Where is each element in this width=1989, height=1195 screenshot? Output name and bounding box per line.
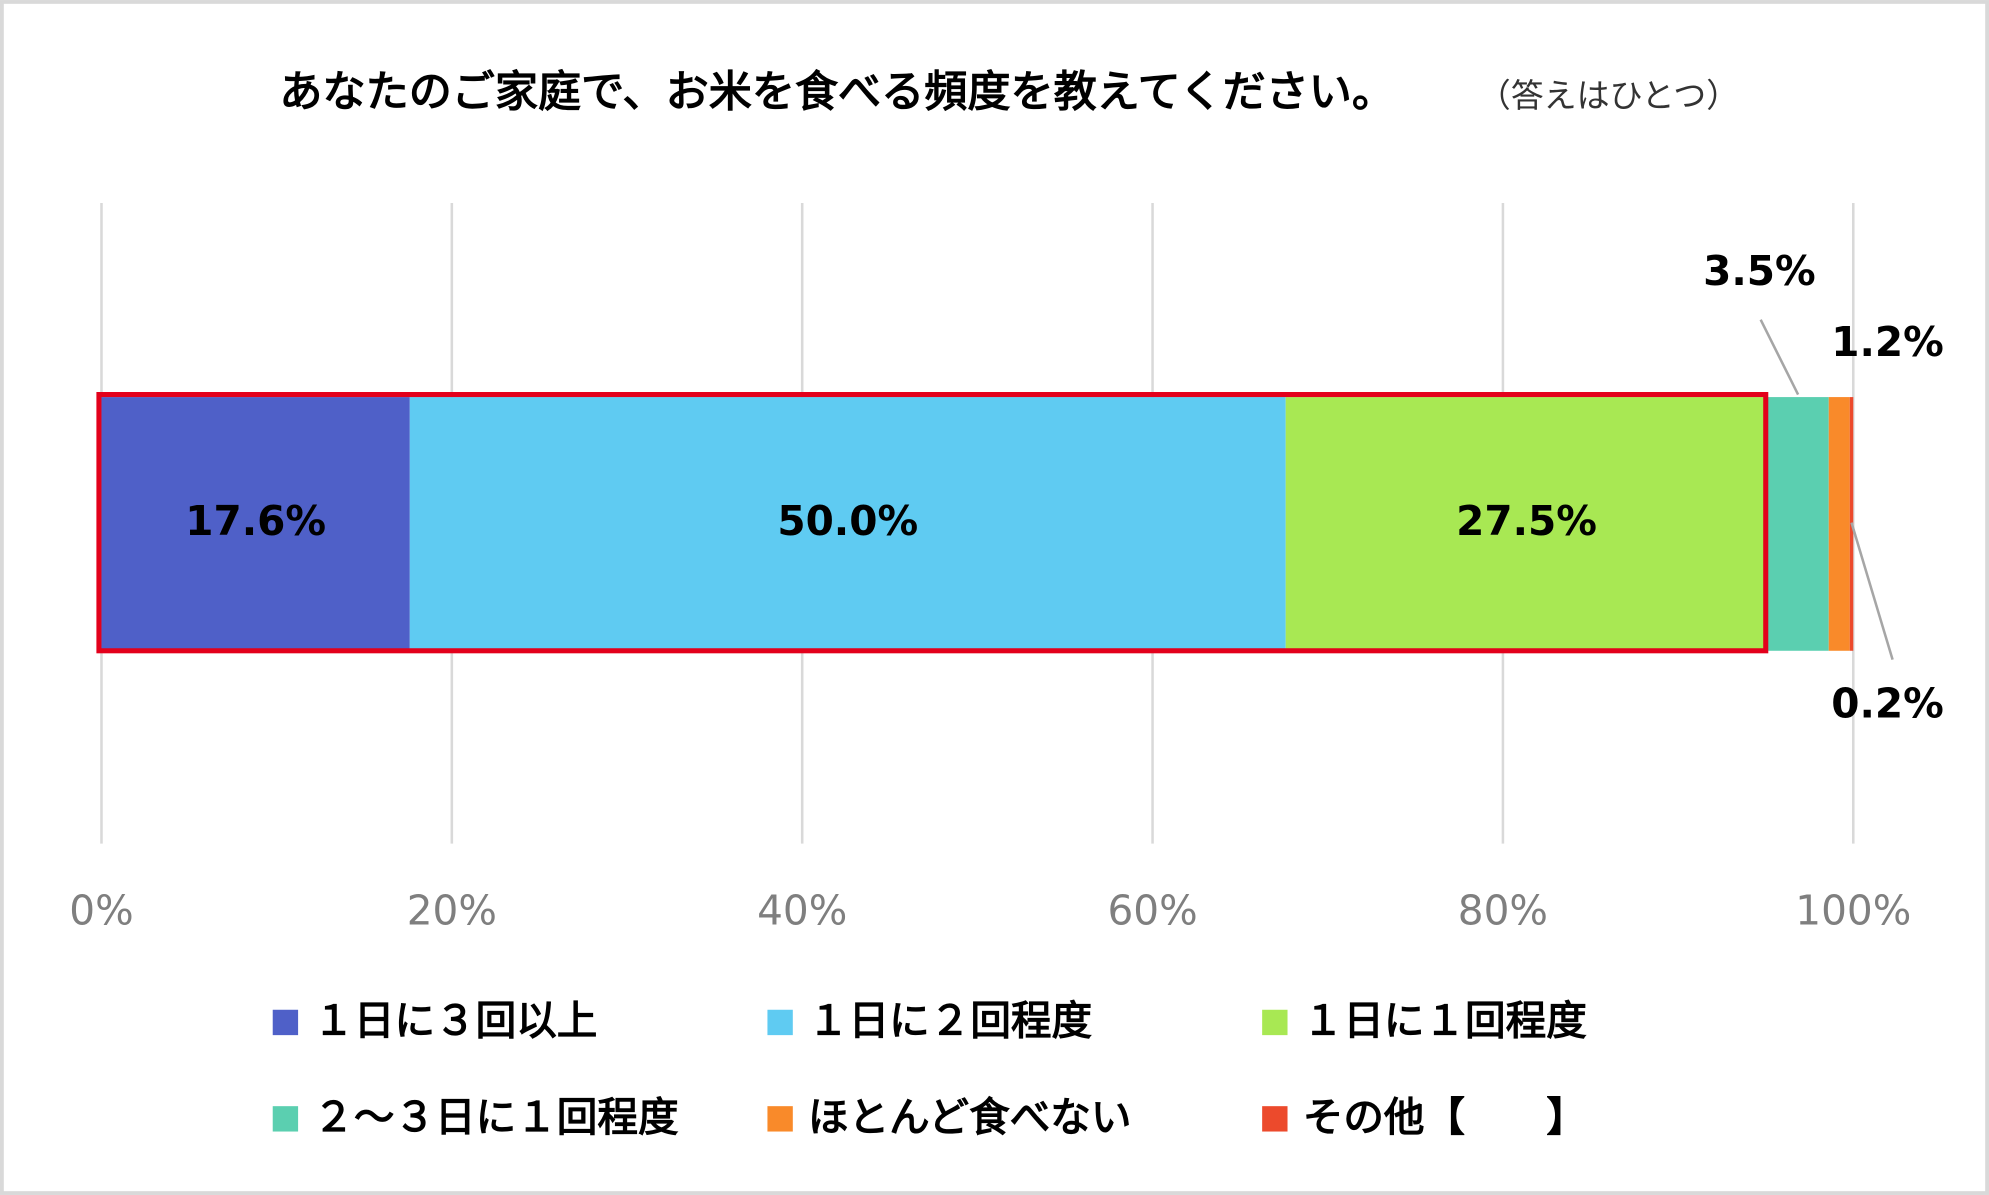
leader-line (1850, 522, 1894, 661)
bar-segment (409, 397, 1286, 651)
data-label: 27.5% (1456, 497, 1597, 545)
leader-line (1759, 319, 1800, 396)
legend-swatch (767, 1106, 793, 1132)
data-label: 17.6% (185, 497, 326, 545)
legend: １日に３回以上 １日に２回程度 １日に１回程度 ２～３日に１回程度 ほとんど食べない その… (272, 997, 1587, 1141)
data-label: 50.0% (777, 497, 918, 545)
legend-label: その他【 】 (1303, 1093, 1587, 1141)
x-tick-label: 100% (1795, 886, 1911, 934)
legend-label: １日に２回程度 (808, 997, 1092, 1045)
x-tick-label: 20% (407, 886, 497, 934)
bar-segment (1828, 397, 1850, 651)
chart-subtitle: （答えはひとつ） (1478, 76, 1739, 115)
bar-segment (101, 397, 410, 651)
data-label: 3.5% (1703, 247, 1816, 295)
bar-segment (1767, 397, 1829, 651)
legend-label: １日に１回程度 (1303, 997, 1587, 1045)
legend-label: ２～３日に１回程度 (313, 1093, 679, 1141)
x-tick-label: 60% (1107, 886, 1197, 934)
legend-swatch (767, 1009, 793, 1036)
legend-swatch (1262, 1009, 1288, 1036)
x-tick-label: 40% (757, 886, 847, 934)
legend-label: ほとんど食べない (808, 1093, 1131, 1141)
labels: 17.6% 50.0% 27.5% 3.5% 1.2% 0.2% (185, 247, 1944, 728)
x-tick-label: 0% (69, 886, 133, 934)
chart-title: あなたのご家庭で、お米を食べる頻度を教えてください。 (279, 68, 1395, 118)
bar-segment (1285, 397, 1768, 651)
grid: 0% 20% 40% 60% 80% 100% (69, 202, 1911, 934)
legend-swatch (272, 1106, 299, 1132)
highlight-box (96, 392, 1769, 654)
bars (101, 397, 1854, 651)
legend-label: １日に３回以上 (313, 997, 597, 1045)
legend-swatch (272, 1009, 299, 1036)
x-tick-label: 80% (1458, 886, 1548, 934)
legend-swatch (1262, 1106, 1288, 1132)
data-label: 0.2% (1831, 680, 1944, 728)
data-label: 1.2% (1831, 318, 1944, 366)
